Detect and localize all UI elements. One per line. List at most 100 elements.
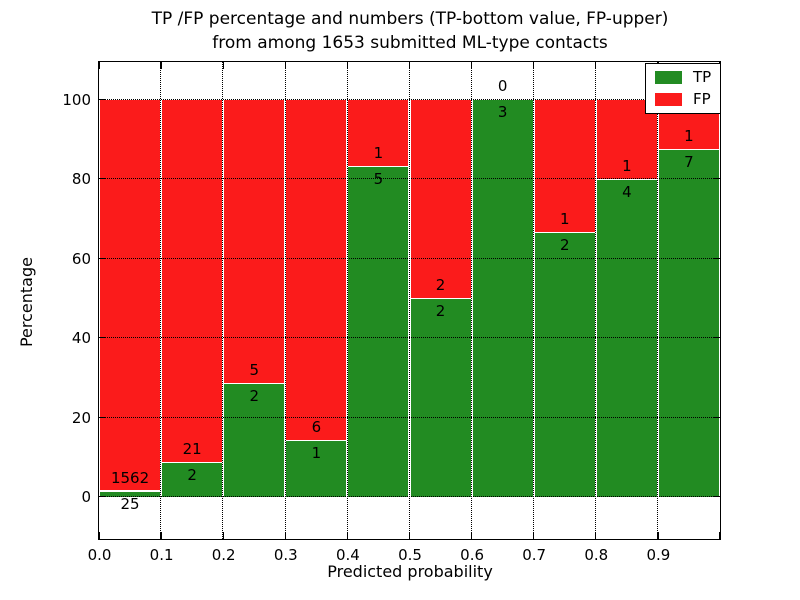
- x-tick-mark: [533, 531, 535, 539]
- y-tick-mark: [713, 496, 720, 498]
- tp-bar-segment: [657, 148, 720, 497]
- x-tick-label: 0.9: [646, 545, 671, 564]
- x-tick-mark: [533, 61, 535, 69]
- x-tick-label: 0.1: [149, 545, 174, 564]
- tp-bar-segment: [223, 383, 286, 497]
- x-tick-mark: [595, 61, 597, 69]
- tp-bar-segment: [471, 99, 534, 497]
- fp-bar-segment: [533, 99, 596, 232]
- chart-title-line1: TP /FP percentage and numbers (TP-bottom…: [151, 9, 669, 29]
- x-tick-mark: [595, 531, 597, 539]
- tp-bar-segment: [533, 231, 596, 497]
- y-tick-mark: [99, 257, 106, 259]
- x-tick-mark: [719, 531, 721, 539]
- x-tick-mark: [284, 61, 286, 69]
- x-gridline: [284, 61, 286, 539]
- chart-title-line2: from among 1653 submitted ML-type contac…: [212, 33, 608, 53]
- y-tick-mark: [99, 496, 106, 498]
- x-tick-mark: [160, 531, 162, 539]
- x-tick-mark: [408, 61, 411, 69]
- tp-bar-segment: [409, 298, 472, 497]
- plot-area: 1562 25 21 2 5 2 6 1 1 5 2 2 0 3 1 2 1 4 1 7: [98, 60, 721, 540]
- fp-count-label: 6: [311, 417, 322, 436]
- y-tick-mark: [99, 178, 106, 180]
- y-axis-label: Percentage: [17, 257, 36, 348]
- legend-item-fp: FP: [655, 92, 711, 107]
- x-tick-mark: [222, 61, 224, 69]
- x-tick-mark: [657, 531, 659, 539]
- y-tick-mark: [713, 416, 720, 418]
- y-tick-label: 20: [71, 408, 91, 427]
- fp-count-label: 0: [497, 77, 508, 96]
- x-gridline: [222, 61, 224, 539]
- fp-bar-segment: [99, 99, 162, 491]
- y-tick-mark: [713, 337, 720, 339]
- x-axis-label: Predicted probability: [327, 562, 493, 581]
- x-gridline: [346, 61, 348, 539]
- fp-count-label: 1: [684, 126, 694, 145]
- y-tick-mark: [99, 416, 106, 418]
- x-tick-label: 0.0: [87, 545, 112, 564]
- legend-label-fp: FP: [693, 90, 711, 108]
- x-tick-label: 0.8: [584, 545, 609, 564]
- y-tick-label: 80: [71, 170, 91, 189]
- x-gridline: [160, 61, 162, 539]
- tp-bar-segment: [347, 165, 410, 497]
- tp-count-label: 2: [187, 466, 197, 485]
- tp-count-label: 7: [684, 152, 694, 171]
- x-gridline: [408, 61, 410, 539]
- fp-count-label: 21: [182, 440, 202, 459]
- x-tick-label: 0.7: [522, 545, 547, 564]
- fp-bar-segment: [285, 99, 348, 440]
- x-tick-mark: [284, 531, 286, 539]
- x-tick-label: 0.2: [211, 545, 236, 564]
- tp-count-label: 5: [373, 169, 384, 188]
- y-tick-mark: [713, 257, 720, 259]
- fp-count-label: 1: [559, 209, 570, 228]
- legend-swatch-tp-icon: [655, 71, 682, 84]
- tp-bar-segment: [285, 439, 348, 497]
- fp-count-label: 1: [373, 143, 384, 162]
- tp-count-label: 2: [435, 302, 446, 320]
- x-tick-mark: [470, 531, 473, 539]
- y-tick-label: 60: [71, 249, 91, 268]
- x-gridline: [657, 61, 659, 539]
- legend-label-tp: TP: [693, 68, 712, 86]
- fp-count-label: 5: [249, 361, 260, 380]
- fp-bar-segment: [409, 99, 472, 298]
- x-tick-mark: [470, 61, 473, 69]
- x-tick-mark: [98, 61, 100, 69]
- y-tick-mark: [713, 178, 720, 180]
- tp-count-label: 25: [120, 494, 140, 513]
- x-tick-label: 0.3: [273, 545, 298, 564]
- x-tick-mark: [408, 531, 411, 539]
- x-tick-mark: [346, 61, 349, 69]
- y-tick-label: 100: [62, 90, 91, 109]
- x-tick-label: 0.5: [398, 545, 422, 564]
- x-tick-mark: [160, 61, 162, 69]
- y-tick-mark: [99, 337, 106, 339]
- chart-title: TP /FP percentage and numbers (TP-bottom…: [98, 7, 722, 55]
- tp-count-label: 3: [497, 103, 508, 122]
- tp-count-label: 1: [311, 443, 322, 462]
- x-tick-mark: [222, 531, 224, 539]
- tp-bar-segment: [161, 462, 224, 497]
- fp-count-label: 1: [622, 156, 632, 175]
- x-gridline: [595, 61, 597, 539]
- y-tick-label: 40: [71, 329, 91, 348]
- x-tick-label: 0.6: [460, 545, 485, 564]
- x-gridline: [532, 61, 534, 539]
- x-tick-mark: [346, 531, 349, 539]
- legend: TP FP: [645, 63, 722, 114]
- fp-bar-segment: [161, 99, 224, 463]
- fp-count-label: 1562: [110, 468, 150, 487]
- tp-count-label: 4: [622, 182, 632, 201]
- fp-bar-segment: [347, 99, 410, 166]
- y-tick-mark: [99, 98, 106, 100]
- tp-count-label: 2: [559, 235, 570, 254]
- x-tick-mark: [98, 531, 100, 539]
- fp-count-label: 2: [435, 276, 446, 294]
- x-tick-label: 0.4: [335, 545, 360, 564]
- legend-item-tp: TP: [655, 70, 711, 85]
